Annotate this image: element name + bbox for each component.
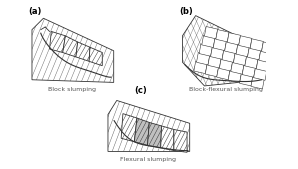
Polygon shape bbox=[248, 47, 261, 60]
Polygon shape bbox=[251, 77, 264, 89]
Polygon shape bbox=[219, 59, 232, 71]
Polygon shape bbox=[225, 41, 238, 54]
Polygon shape bbox=[216, 30, 229, 42]
Polygon shape bbox=[205, 64, 218, 77]
Polygon shape bbox=[213, 38, 226, 51]
Text: (a): (a) bbox=[28, 7, 42, 16]
Polygon shape bbox=[233, 53, 247, 65]
Polygon shape bbox=[161, 126, 174, 151]
Polygon shape bbox=[217, 67, 230, 80]
Text: Flexural slumping: Flexural slumping bbox=[119, 157, 176, 162]
Polygon shape bbox=[108, 100, 190, 151]
Polygon shape bbox=[204, 27, 218, 39]
Text: Block slumping: Block slumping bbox=[47, 87, 96, 92]
Polygon shape bbox=[196, 53, 210, 65]
Polygon shape bbox=[194, 61, 207, 74]
Polygon shape bbox=[259, 51, 272, 63]
Polygon shape bbox=[231, 62, 244, 74]
Text: (b): (b) bbox=[179, 7, 193, 16]
Polygon shape bbox=[202, 35, 215, 47]
Polygon shape bbox=[236, 44, 249, 57]
Polygon shape bbox=[227, 33, 240, 45]
Polygon shape bbox=[148, 122, 162, 148]
Polygon shape bbox=[76, 42, 90, 61]
Polygon shape bbox=[187, 27, 262, 80]
Text: Block-flexural slumping: Block-flexural slumping bbox=[190, 87, 263, 92]
Polygon shape bbox=[228, 70, 241, 83]
Polygon shape bbox=[240, 74, 253, 86]
Polygon shape bbox=[208, 56, 221, 68]
Polygon shape bbox=[199, 44, 212, 56]
Polygon shape bbox=[63, 36, 78, 57]
Polygon shape bbox=[182, 16, 264, 86]
Polygon shape bbox=[254, 68, 267, 80]
Polygon shape bbox=[174, 129, 187, 152]
Polygon shape bbox=[211, 47, 224, 59]
Polygon shape bbox=[250, 39, 263, 51]
Polygon shape bbox=[242, 65, 255, 77]
Polygon shape bbox=[262, 42, 275, 54]
Polygon shape bbox=[245, 56, 258, 68]
Polygon shape bbox=[89, 47, 102, 66]
Polygon shape bbox=[32, 18, 114, 82]
Polygon shape bbox=[222, 50, 235, 62]
Polygon shape bbox=[121, 114, 137, 142]
Text: (c): (c) bbox=[134, 86, 147, 94]
Polygon shape bbox=[239, 36, 252, 48]
Polygon shape bbox=[256, 59, 269, 72]
Polygon shape bbox=[49, 31, 65, 53]
Polygon shape bbox=[134, 118, 149, 145]
